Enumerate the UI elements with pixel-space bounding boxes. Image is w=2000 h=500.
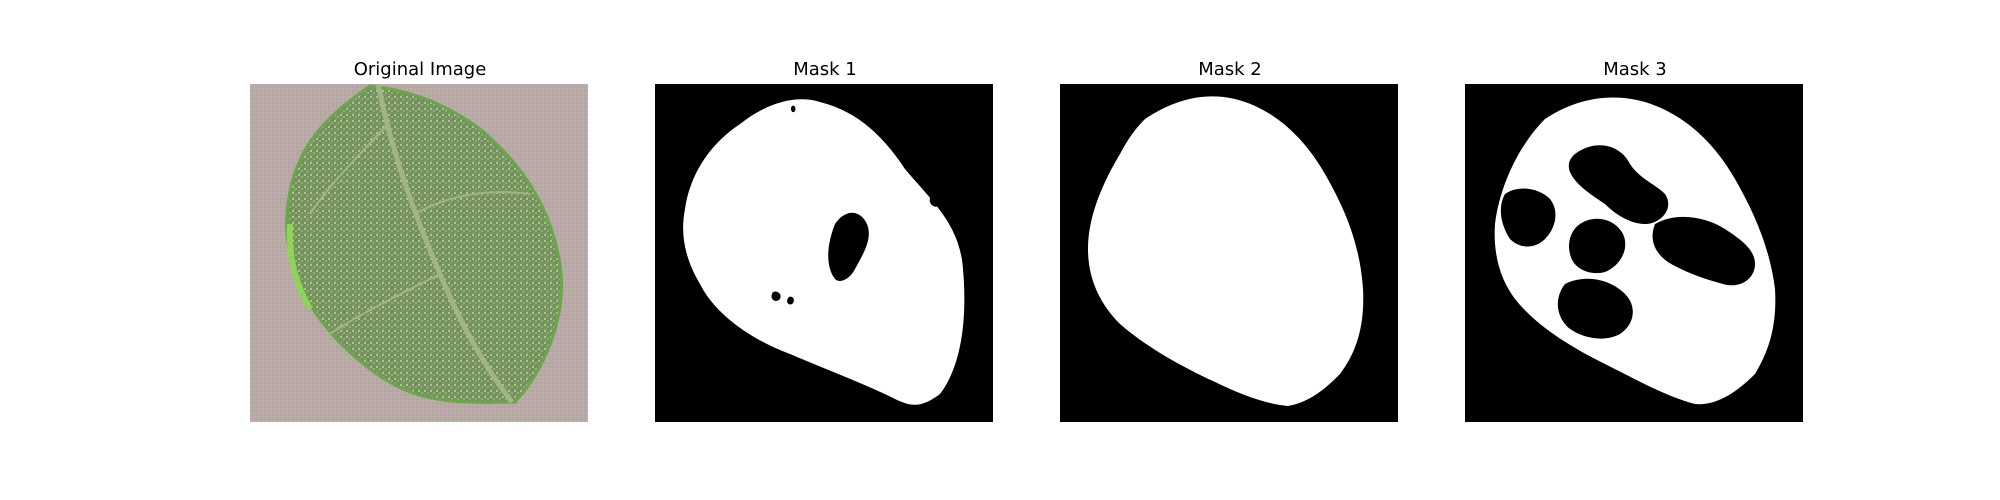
- mask-hole: [1500, 188, 1556, 247]
- leaf-edge-highlight: [286, 223, 313, 311]
- original-image: [250, 84, 588, 422]
- mask-hole: [1569, 218, 1626, 274]
- panel-title: Mask 1: [793, 59, 857, 80]
- panel-title: Original Image: [353, 59, 487, 80]
- leaf-vein: [309, 123, 389, 215]
- mask-hole: [1652, 216, 1755, 286]
- mask-hole: [771, 291, 781, 301]
- mask-1: [655, 84, 993, 422]
- panel-title: Mask 3: [1603, 59, 1667, 80]
- leaf-vein: [329, 273, 441, 335]
- mask-3: [1465, 84, 1803, 422]
- mask-hole: [1568, 145, 1669, 224]
- mask-hole: [787, 296, 794, 305]
- leaf-shape: [285, 84, 563, 404]
- panel-title: Mask 2: [1198, 59, 1262, 80]
- mask-foreground: [1088, 96, 1364, 406]
- mask-1-image: [655, 84, 993, 422]
- leaf-vein: [414, 191, 531, 215]
- panel-mask-2: Mask 2: [1060, 58, 1400, 422]
- panel-original-image: Original Image: [250, 58, 590, 422]
- leaf-photo: [250, 84, 588, 422]
- mask-hole: [828, 212, 869, 281]
- mask-2-image: [1060, 84, 1398, 422]
- mask-3-image: [1465, 84, 1803, 422]
- panel-mask-3: Mask 3: [1465, 58, 1805, 422]
- mask-2: [1060, 84, 1398, 422]
- leaf-midrib: [375, 84, 514, 404]
- mask-foreground: [1494, 97, 1776, 405]
- panel-mask-1: Mask 1: [655, 58, 995, 422]
- mask-hole: [929, 194, 942, 207]
- mask-foreground: [683, 99, 965, 405]
- mask-hole: [1557, 278, 1633, 339]
- mask-hole: [790, 105, 796, 113]
